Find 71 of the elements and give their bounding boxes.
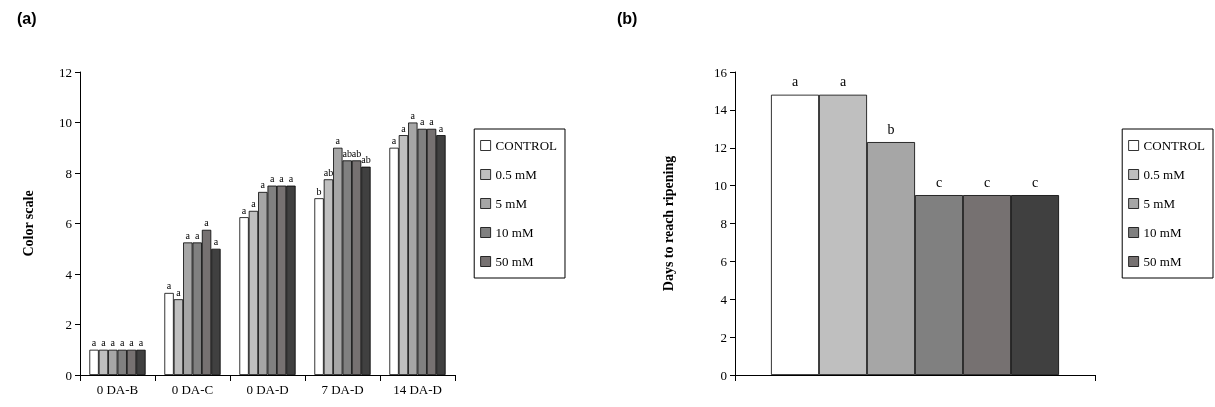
data-label: c (983, 174, 991, 190)
data-label: a (241, 204, 247, 216)
data-label: b (316, 185, 322, 197)
legend-label: 5 mM (495, 196, 528, 211)
data-label: a (288, 173, 294, 185)
y-tick-label: 4 (65, 266, 73, 282)
data-label: a (260, 179, 266, 191)
data-label: c (935, 174, 943, 190)
data-label: a (129, 337, 135, 349)
legend-label: CONTROL (1143, 138, 1206, 153)
legend-label: 10 mM (1143, 225, 1182, 240)
data-label: a (138, 337, 144, 349)
y-tick-label: 10 (714, 178, 727, 194)
data-label: a (101, 337, 107, 349)
data-label: a (194, 229, 200, 241)
data-label: a (251, 198, 257, 210)
legend-label: 50 mM (495, 254, 534, 269)
data-label: c (1031, 174, 1039, 190)
data-label: a (429, 116, 435, 128)
legend-label: 5 mM (1143, 196, 1176, 211)
y-tick-label: 8 (65, 165, 72, 181)
data-label: a (401, 122, 407, 134)
legend-label: CONTROL (495, 138, 558, 153)
data-label: a (176, 286, 182, 298)
data-label: ab (342, 147, 352, 159)
x-tick-label: 7 DA-D (321, 382, 364, 397)
data-label: a (119, 337, 125, 349)
y-tick-label: 16 (714, 64, 728, 80)
data-label: a (185, 229, 191, 241)
chart-title: (a) (17, 9, 37, 27)
y-tick-label: 6 (720, 253, 728, 269)
y-tick-label: 14 (714, 102, 728, 118)
legend-label: 0.5 mM (1143, 167, 1186, 182)
y-tick-label: 10 (59, 115, 72, 130)
legend-label: 50 mM (1143, 254, 1182, 269)
data-label: a (269, 173, 275, 185)
y-tick-label: 2 (720, 329, 727, 345)
x-tick-label: 0 DA-C (171, 382, 214, 397)
data-label: a (791, 74, 799, 90)
y-tick-label: 8 (720, 216, 727, 231)
y-tick-label: 0 (720, 367, 727, 383)
y-tick-label: 2 (65, 317, 72, 332)
y-axis-title: Days to reach ripening (660, 155, 676, 292)
x-tick-label: 0 DA-B (96, 382, 139, 397)
data-label: a (166, 280, 172, 292)
data-label: a (391, 135, 397, 147)
legend-label: 0.5 mM (495, 167, 538, 182)
data-label: a (213, 236, 219, 248)
chart-title: (b) (617, 9, 638, 27)
y-tick-label: 6 (65, 216, 73, 231)
data-label: a (279, 173, 285, 185)
x-tick-label: 0 DA-D (246, 382, 289, 397)
data-label: ab (361, 154, 371, 166)
data-label: a (110, 337, 116, 349)
y-tick-label: 0 (65, 367, 72, 383)
y-axis-title: Color scale (20, 190, 36, 257)
data-label: a (410, 110, 416, 121)
x-tick-label: 14 DA-D (393, 382, 442, 397)
y-tick-label: 12 (59, 64, 72, 80)
data-label: a (438, 122, 444, 134)
data-label: b (887, 121, 895, 137)
data-label: a (335, 135, 341, 147)
y-tick-label: 4 (720, 291, 728, 307)
data-label: ab (323, 166, 334, 178)
data-label: a (204, 217, 210, 229)
data-label: a (419, 116, 425, 128)
data-label: a (839, 74, 847, 90)
legend-label: 10 mM (495, 225, 534, 240)
data-label: ab (351, 147, 362, 159)
y-tick-label: 12 (714, 140, 727, 156)
data-label: a (91, 337, 97, 349)
